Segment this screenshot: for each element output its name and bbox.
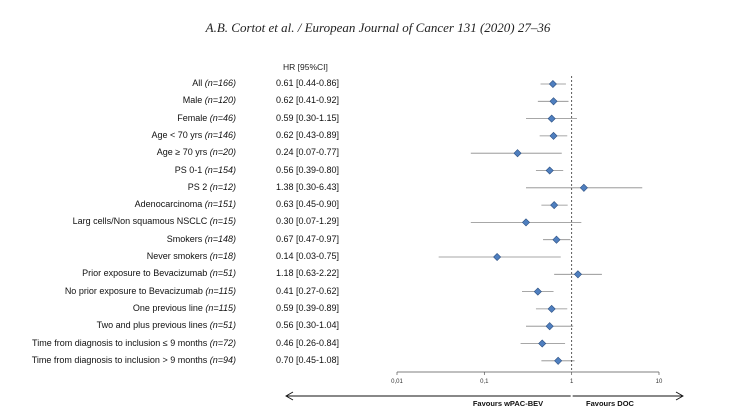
subgroup-label: Two and plus previous lines (n=51)	[97, 320, 236, 330]
hr-value: 0.63 [0.45-0.90]	[276, 199, 340, 210]
subgroup-label: Age ≥ 70 yrs (n=20)	[157, 147, 236, 157]
hr-point-marker	[545, 322, 554, 331]
subgroup-n: (n=115)	[205, 285, 236, 296]
hr-value: 0.62 [0.41-0.92]	[276, 95, 340, 106]
subgroup-n: (n=148)	[204, 233, 236, 244]
hr-value: 0.46 [0.26-0.84]	[276, 337, 340, 348]
hr-value: 0.61 [0.44-0.86]	[276, 78, 340, 88]
subgroup-n: (n=120)	[204, 95, 236, 106]
subgroup-name: Two and plus previous lines	[96, 320, 210, 331]
hr-point-marker	[538, 339, 547, 348]
hr-value: 0.59 [0.39-0.89]	[276, 302, 340, 313]
subgroup-name: All	[192, 78, 205, 88]
subgroup-n: (n=51)	[209, 320, 236, 331]
subgroup-n: (n=94)	[209, 354, 236, 365]
hr-column-title: HR [95%CI]	[283, 62, 328, 72]
subgroup-n: (n=12)	[209, 181, 236, 192]
hr-value: 0.62 [0.43-0.89]	[276, 129, 340, 140]
hr-point-marker	[549, 131, 558, 140]
subgroup-n: (n=18)	[209, 251, 236, 261]
subgroup-name: Male	[182, 95, 205, 106]
hr-point-marker	[513, 149, 522, 158]
subgroup-n: (n=151)	[204, 199, 236, 210]
subgroup-name: PS 2	[187, 181, 210, 192]
subgroup-label: PS 0-1 (n=154)	[175, 165, 236, 175]
subgroup-n: (n=51)	[209, 268, 236, 279]
hr-point-marker	[573, 270, 582, 279]
hr-point-marker	[579, 183, 588, 192]
subgroup-name: Smokers	[166, 233, 205, 244]
subgroup-n: (n=154)	[204, 164, 236, 175]
hr-value: 0.14 [0.03-0.75]	[276, 251, 340, 261]
journal-citation: A.B. Cortot et al. / European Journal of…	[205, 20, 551, 35]
subgroup-name: Age ≥ 70 yrs	[156, 147, 210, 158]
subgroup-name: One previous line	[132, 302, 206, 313]
subgroup-label: Adenocarcinoma (n=151)	[135, 199, 236, 209]
hr-point-marker	[545, 166, 554, 175]
subgroup-n: (n=15)	[209, 216, 236, 227]
hr-point-marker	[550, 201, 559, 210]
subgroup-name: Adenocarcinoma	[134, 199, 205, 210]
subgroup-n: (n=46)	[209, 112, 236, 123]
subgroup-label: Age < 70 yrs (n=146)	[151, 130, 236, 140]
x-tick-label: 1	[570, 379, 574, 385]
subgroup-label: Female (n=46)	[177, 113, 236, 123]
hr-value: 0.56 [0.39-0.80]	[276, 164, 340, 175]
subgroup-label: Smokers (n=148)	[167, 234, 236, 244]
hr-value: 0.30 [0.07-1.29]	[276, 216, 340, 227]
subgroup-label: Time from diagnosis to inclusion > 9 mon…	[32, 355, 236, 365]
x-tick-label: 0,01	[391, 379, 403, 385]
subgroup-n: (n=72)	[209, 337, 236, 348]
subgroup-name: Never smokers	[146, 251, 210, 261]
hr-value: 1.38 [0.30-6.43]	[276, 181, 340, 192]
hr-point-marker	[552, 235, 561, 244]
subgroup-n: (n=166)	[204, 78, 236, 88]
arrow-left-head	[285, 391, 294, 401]
favours-left-label: Favours wPAC-BEV	[473, 399, 543, 408]
hr-value: 0.41 [0.27-0.62]	[276, 285, 340, 296]
hr-value: 0.56 [0.30-1.04]	[276, 320, 340, 331]
subgroup-name: Female	[177, 112, 210, 123]
hr-value: 0.67 [0.47-0.97]	[276, 233, 340, 244]
subgroup-label: Time from diagnosis to inclusion ≤ 9 mon…	[32, 338, 236, 348]
subgroup-name: PS 0-1	[174, 164, 205, 175]
hr-point-marker	[493, 252, 502, 262]
hr-point-marker	[521, 218, 531, 227]
x-tick-label: 0,1	[480, 379, 489, 385]
subgroup-name: No prior exposure to Bevacizumab	[64, 285, 206, 296]
hr-value: 0.59 [0.30-1.15]	[276, 112, 340, 123]
subgroup-name: Prior exposure to Bevacizumab	[82, 268, 210, 279]
hr-value: 0.70 [0.45-1.08]	[276, 354, 340, 365]
subgroup-label: Prior exposure to Bevacizumab (n=51)	[82, 268, 236, 278]
hr-value: 1.18 [0.63-2.22]	[276, 268, 340, 279]
subgroup-name: Larg cells/Non squamous NSCLC	[72, 216, 210, 227]
hr-point-marker	[547, 114, 556, 123]
subgroup-label: Never smokers (n=18)	[147, 251, 236, 261]
subgroup-label: All (n=166)	[192, 78, 236, 88]
hr-point-marker	[554, 356, 563, 365]
subgroup-n: (n=20)	[209, 147, 236, 158]
hr-point-marker	[533, 287, 542, 296]
hr-point-marker	[547, 304, 556, 313]
hr-point-marker	[549, 97, 558, 106]
subgroup-name: Time from diagnosis to inclusion > 9 mon…	[31, 354, 210, 365]
subgroup-name: Age < 70 yrs	[151, 129, 205, 140]
subgroup-n: (n=115)	[205, 302, 236, 313]
subgroup-name: Time from diagnosis to inclusion ≤ 9 mon…	[32, 337, 210, 348]
arrow-right-head	[675, 391, 684, 401]
subgroup-label: Larg cells/Non squamous NSCLC (n=15)	[73, 216, 236, 226]
favours-right-label: Favours DOC	[586, 399, 635, 408]
hr-point-marker	[548, 79, 557, 89]
hr-value: 0.24 [0.07-0.77]	[276, 147, 340, 158]
subgroup-label: One previous line (n=115)	[133, 303, 236, 313]
subgroup-label: PS 2 (n=12)	[188, 182, 236, 192]
subgroup-label: Male (n=120)	[183, 95, 236, 105]
subgroup-n: (n=146)	[204, 129, 236, 140]
x-tick-label: 10	[656, 379, 663, 385]
subgroup-label: No prior exposure to Bevacizumab (n=115)	[65, 286, 236, 296]
